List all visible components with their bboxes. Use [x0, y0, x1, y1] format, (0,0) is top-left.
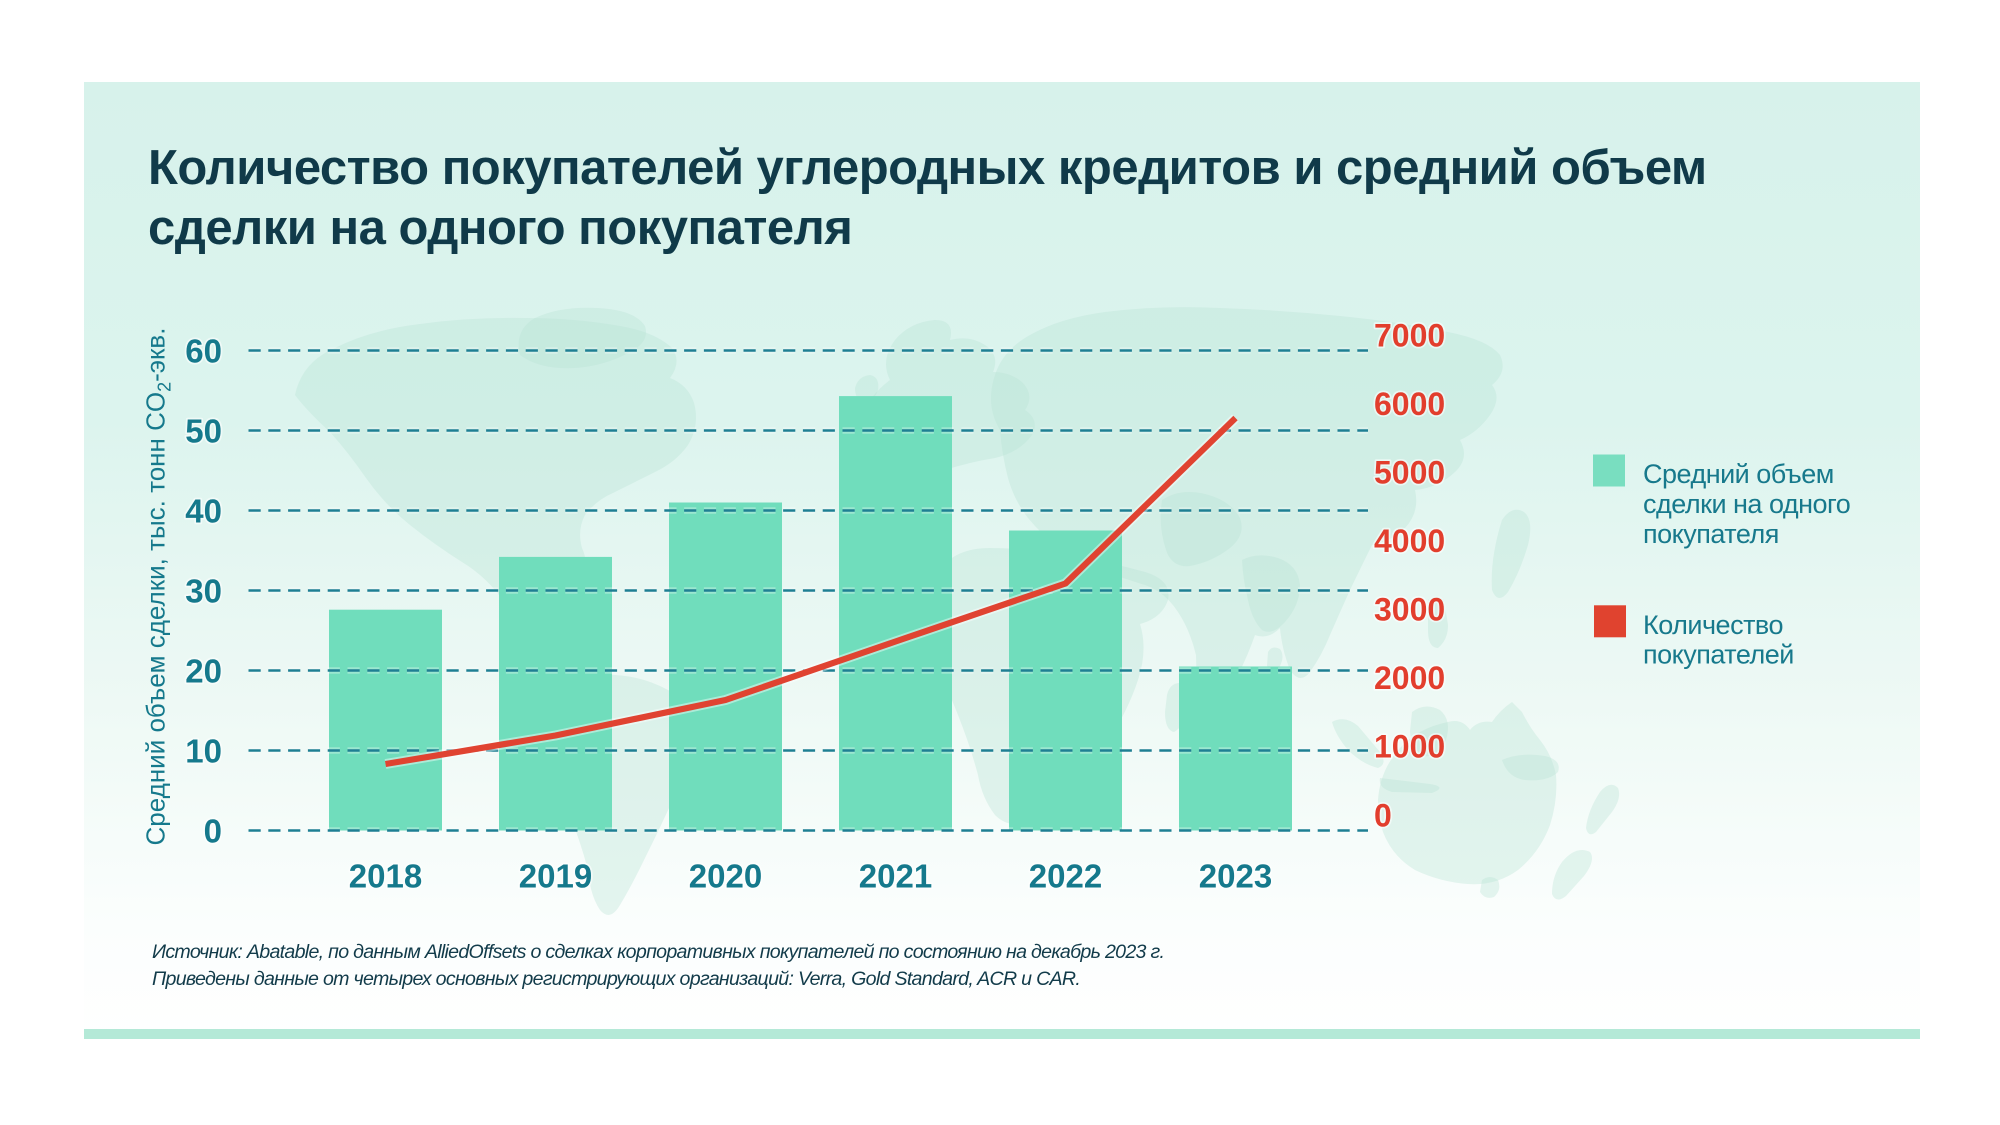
svg-text:Средний объем сделки, тыс. тон: Средний объем сделки, тыс. тонн CO2-экв.: [141, 328, 175, 846]
svg-text:7000: 7000: [1374, 317, 1445, 353]
svg-text:30: 30: [185, 573, 222, 610]
svg-text:0: 0: [1374, 797, 1392, 833]
svg-text:3000: 3000: [1374, 592, 1445, 628]
svg-text:2000: 2000: [1374, 660, 1445, 696]
svg-text:1000: 1000: [1374, 729, 1445, 765]
svg-text:2019: 2019: [519, 858, 592, 895]
svg-text:20: 20: [185, 653, 222, 690]
svg-text:Средний объем: Средний объем: [1643, 459, 1834, 489]
svg-text:40: 40: [185, 493, 222, 530]
svg-text:6000: 6000: [1374, 386, 1445, 422]
svg-text:покупателей: покупателей: [1643, 640, 1794, 670]
svg-text:Количество: Количество: [1643, 610, 1783, 640]
svg-text:2020: 2020: [689, 858, 762, 895]
svg-text:сделки на одного: сделки на одного: [1643, 489, 1850, 519]
svg-text:50: 50: [185, 413, 222, 450]
svg-text:5000: 5000: [1374, 454, 1445, 490]
svg-text:покупателя: покупателя: [1643, 519, 1779, 549]
svg-text:10: 10: [185, 733, 222, 770]
svg-text:2021: 2021: [859, 858, 932, 895]
svg-text:60: 60: [185, 333, 222, 370]
svg-text:0: 0: [204, 813, 222, 850]
svg-text:2023: 2023: [1199, 858, 1272, 895]
svg-text:2022: 2022: [1029, 858, 1102, 895]
svg-text:4000: 4000: [1374, 523, 1445, 559]
svg-text:2018: 2018: [349, 858, 422, 895]
